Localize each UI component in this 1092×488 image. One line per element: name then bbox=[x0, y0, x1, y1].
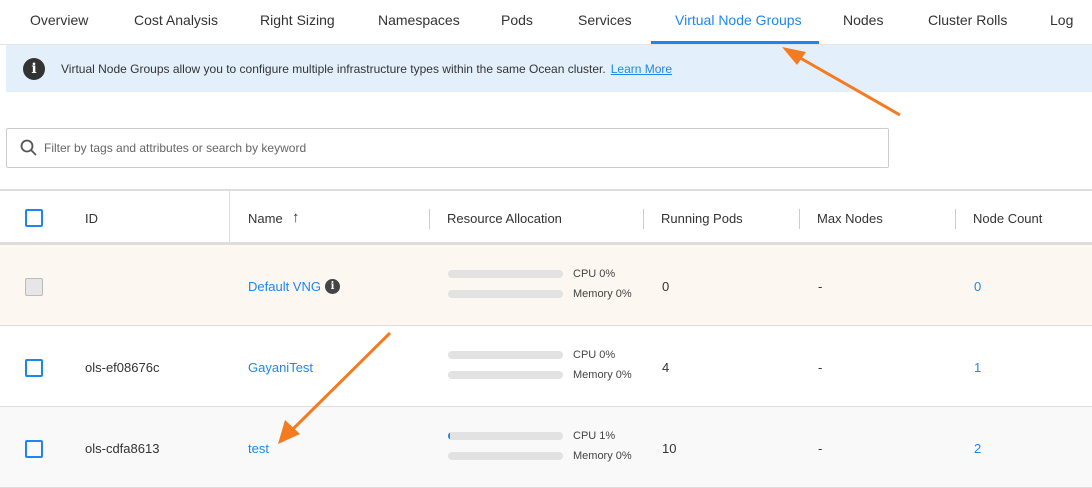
column-divider bbox=[643, 209, 644, 229]
col-id[interactable]: ID bbox=[85, 211, 98, 226]
col-resource-allocation[interactable]: Resource Allocation bbox=[447, 211, 562, 226]
node-count-link[interactable]: 0 bbox=[974, 279, 982, 294]
cpu-bar bbox=[448, 351, 563, 359]
memory-label: Memory 0% bbox=[573, 288, 632, 300]
node-count-link[interactable]: 1 bbox=[974, 360, 982, 375]
max-nodes: - bbox=[818, 441, 823, 456]
max-nodes: - bbox=[818, 279, 823, 294]
row-name-link[interactable]: test bbox=[248, 441, 269, 456]
row-id: ols-ef08676c bbox=[85, 360, 160, 375]
search-input[interactable]: Filter by tags and attributes or search … bbox=[6, 128, 889, 168]
cpu-label: CPU 1% bbox=[573, 430, 616, 442]
col-node-count[interactable]: Node Count bbox=[973, 211, 1043, 226]
memory-bar bbox=[448, 290, 563, 298]
col-running-pods[interactable]: Running Pods bbox=[661, 211, 743, 226]
row-checkbox[interactable] bbox=[25, 440, 43, 458]
table-row[interactable]: ols-cdfa8613 test CPU 1% Memory 0% 10 - … bbox=[0, 407, 1092, 488]
tab-pods[interactable]: Pods bbox=[501, 12, 533, 28]
sort-ascending-icon[interactable]: ↑ bbox=[292, 209, 300, 226]
memory-bar bbox=[448, 371, 563, 379]
row-checkbox[interactable] bbox=[25, 359, 43, 377]
node-count-link[interactable]: 2 bbox=[974, 441, 982, 456]
active-tab-indicator bbox=[651, 41, 819, 44]
info-banner: i Virtual Node Groups allow you to confi… bbox=[6, 45, 1092, 92]
tab-virtual-node-groups[interactable]: Virtual Node Groups bbox=[675, 12, 802, 28]
column-divider bbox=[429, 209, 430, 229]
search-icon bbox=[20, 139, 37, 156]
tab-cluster-rolls[interactable]: Cluster Rolls bbox=[928, 12, 1008, 28]
max-nodes: - bbox=[818, 360, 823, 375]
banner-text: Virtual Node Groups allow you to configu… bbox=[61, 61, 606, 76]
row-name-link[interactable]: Default VNG bbox=[248, 279, 321, 294]
cpu-bar bbox=[448, 432, 563, 440]
tab-nodes[interactable]: Nodes bbox=[843, 12, 884, 28]
info-icon: i bbox=[23, 57, 45, 80]
memory-bar bbox=[448, 452, 563, 460]
col-name[interactable]: Name bbox=[248, 211, 283, 226]
cpu-label: CPU 0% bbox=[573, 268, 616, 280]
table-row[interactable]: ols-ef08676c GayaniTest CPU 0% Memory 0%… bbox=[0, 326, 1092, 407]
tab-bar: Overview Cost Analysis Right Sizing Name… bbox=[0, 0, 1092, 45]
column-divider bbox=[799, 209, 800, 229]
table-row[interactable]: Default VNG i CPU 0% Memory 0% 0 - 0 bbox=[0, 245, 1092, 326]
row-checkbox bbox=[25, 278, 43, 296]
row-name-link[interactable]: GayaniTest bbox=[248, 360, 314, 375]
tab-cost-analysis[interactable]: Cost Analysis bbox=[134, 12, 219, 28]
row-id: ols-cdfa8613 bbox=[85, 441, 160, 456]
column-divider bbox=[955, 209, 956, 229]
running-pods: 4 bbox=[662, 360, 670, 375]
tab-services[interactable]: Services bbox=[578, 12, 632, 28]
cpu-bar bbox=[448, 270, 563, 278]
search-placeholder: Filter by tags and attributes or search … bbox=[44, 141, 307, 155]
memory-label: Memory 0% bbox=[573, 369, 632, 381]
running-pods: 0 bbox=[662, 279, 670, 294]
table-header: ID Name ↑ Resource Allocation Running Po… bbox=[0, 189, 1092, 245]
tab-log[interactable]: Log bbox=[1050, 12, 1074, 28]
col-max-nodes[interactable]: Max Nodes bbox=[817, 211, 883, 226]
info-icon[interactable]: i bbox=[325, 279, 340, 294]
cpu-label: CPU 0% bbox=[573, 349, 616, 361]
running-pods: 10 bbox=[662, 441, 677, 456]
tab-namespaces[interactable]: Namespaces bbox=[378, 12, 460, 28]
tab-right-sizing[interactable]: Right Sizing bbox=[260, 12, 335, 28]
learn-more-link[interactable]: Learn More bbox=[610, 61, 673, 76]
select-all-checkbox[interactable] bbox=[25, 209, 43, 227]
tab-overview[interactable]: Overview bbox=[30, 12, 89, 28]
memory-label: Memory 0% bbox=[573, 450, 632, 462]
